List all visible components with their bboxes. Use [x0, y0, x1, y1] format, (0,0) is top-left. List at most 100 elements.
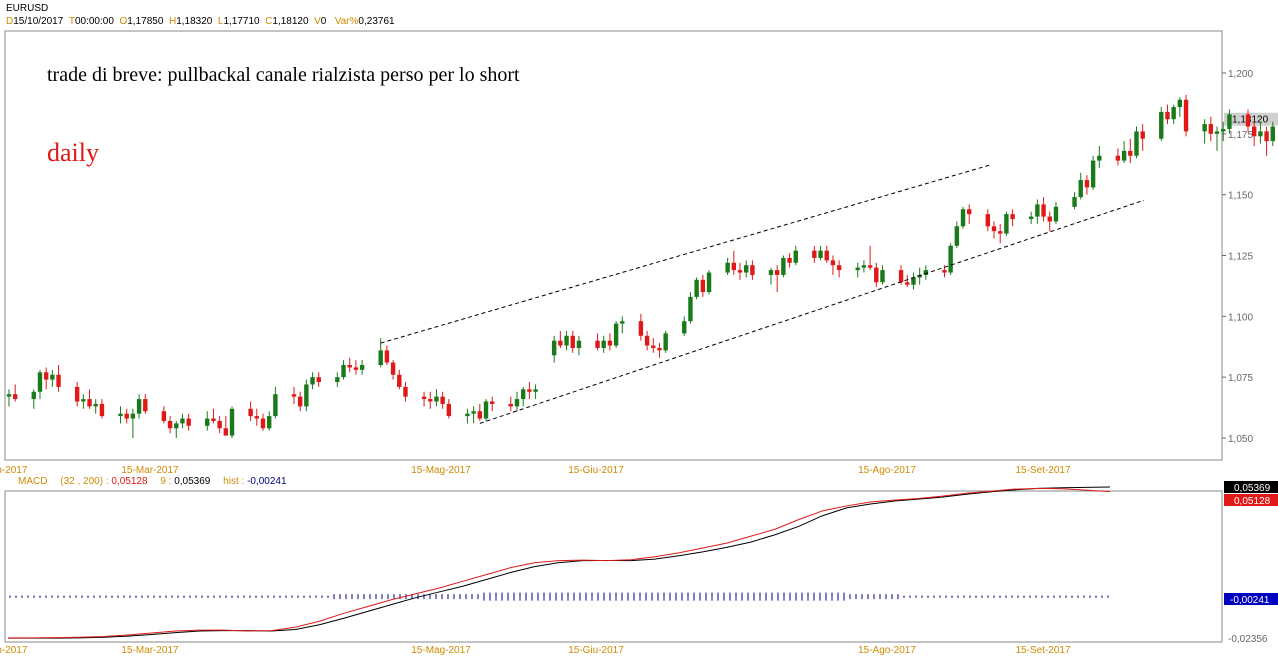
candle-up — [1078, 180, 1083, 198]
signal-label: 9 : — [160, 476, 172, 487]
field-c-label: C — [262, 16, 273, 27]
candle-up — [1227, 114, 1232, 129]
candle-up — [335, 377, 340, 383]
candle-up — [378, 350, 383, 365]
date-label-price: 15-Mar-2017 — [121, 465, 179, 476]
macd-signal-line — [8, 486, 1111, 639]
candle-down — [787, 257, 792, 263]
candle-up — [1177, 99, 1183, 108]
macd-signal-axis-label: 0,05369 — [1234, 483, 1271, 494]
candle-up — [861, 265, 867, 268]
candle-down — [991, 226, 997, 232]
macd-name: MACD — [18, 476, 48, 487]
candle-down — [1245, 114, 1251, 127]
candle-down — [998, 231, 1003, 234]
candle-down — [186, 418, 191, 426]
candle-up — [744, 265, 749, 273]
candle-down — [124, 413, 129, 419]
macd-axis-label: 0,05128 — [1234, 496, 1271, 507]
candle-down — [898, 270, 904, 283]
candle-down — [12, 394, 18, 400]
candle-down — [161, 411, 167, 421]
candle-up — [1072, 197, 1077, 207]
date-label-macd: 15-Mag-2017 — [411, 645, 471, 656]
candle-down — [223, 428, 229, 436]
candle-down — [421, 396, 427, 400]
candle-up — [706, 272, 712, 292]
candle-up — [1028, 216, 1034, 219]
candle-up — [576, 340, 582, 348]
date-label-macd: 15-Set-2017 — [1015, 645, 1070, 656]
candle-up — [1214, 131, 1220, 134]
candle-down — [347, 365, 352, 368]
candle-up — [694, 279, 699, 297]
price-tick-label: 1,175 — [1228, 130, 1253, 141]
candle-down — [167, 420, 173, 429]
candle-up — [136, 399, 142, 414]
candle-up — [1035, 204, 1040, 217]
hist-axis-label: -0,00241 — [1230, 595, 1270, 606]
candle-up — [180, 418, 185, 424]
field-d-label: D — [6, 16, 14, 27]
hist-axis-box — [1224, 593, 1278, 605]
candle-up — [514, 399, 520, 407]
candle-down — [397, 374, 402, 387]
candle-down — [1128, 150, 1133, 156]
candle-down — [428, 399, 433, 402]
field-t-label: T — [66, 16, 75, 27]
candle-down — [651, 345, 656, 348]
annotation-headline: trade di breve: pullbackal canale rialzi… — [47, 64, 520, 86]
candle-up — [483, 401, 489, 419]
candle-up — [520, 389, 526, 400]
candle-up — [6, 394, 12, 397]
candle-up — [341, 365, 346, 378]
candle-up — [1202, 124, 1207, 132]
candle-up — [1004, 214, 1009, 234]
field-o-value: 1,17850 — [127, 16, 164, 27]
price-tick-label: 1,100 — [1228, 312, 1253, 323]
hist-label: hist : — [223, 476, 245, 487]
candle-down — [867, 265, 873, 268]
date-label-price: Feb-2017 — [0, 465, 28, 476]
field-c-value: 1,18120 — [272, 16, 309, 27]
candle-down — [297, 396, 303, 407]
candle-up — [613, 323, 619, 346]
candle-down — [87, 399, 92, 407]
macd-header: MACD (32 , 200) : 0,05128 9 : 0,05369 hi… — [18, 476, 287, 487]
date-label-price: 15-Set-2017 — [1015, 465, 1070, 476]
candle-up — [880, 270, 885, 283]
macd-panel-frame — [4, 490, 1223, 643]
candle-down — [446, 403, 452, 417]
candle-down — [830, 260, 836, 266]
candle-up — [1258, 131, 1263, 137]
candle-up — [818, 250, 823, 258]
candle-up — [564, 335, 569, 346]
candle-down — [390, 362, 396, 375]
macd-axis-box — [1224, 494, 1278, 506]
candle-down — [1165, 111, 1170, 120]
candle-down — [1047, 216, 1052, 222]
annotation-timeframe: daily — [47, 138, 99, 167]
candle-up — [551, 340, 557, 356]
candle-down — [508, 403, 513, 407]
candle-down — [737, 270, 743, 273]
candle-up — [37, 372, 43, 392]
candle-down — [74, 386, 80, 402]
macd-axis-min-label: -0,02356 — [1228, 634, 1268, 645]
candle-down — [774, 270, 780, 275]
candle-down — [43, 372, 49, 380]
candle-up — [911, 277, 916, 285]
candle-down — [570, 335, 575, 348]
field-var-value: 0,23761 — [358, 16, 395, 27]
channel-lower-line — [479, 199, 1145, 424]
signal-value: 0,05369 — [174, 476, 211, 487]
candle-down — [440, 396, 445, 404]
candle-down — [1084, 180, 1090, 188]
candle-down — [403, 386, 408, 397]
candle-down — [99, 403, 105, 417]
candle-down — [595, 340, 600, 348]
candle-down — [1251, 126, 1257, 137]
date-label-macd: Feb-2017 — [0, 645, 28, 656]
candle-up — [359, 365, 365, 370]
last-price-label: 1,18120 — [1232, 115, 1269, 126]
